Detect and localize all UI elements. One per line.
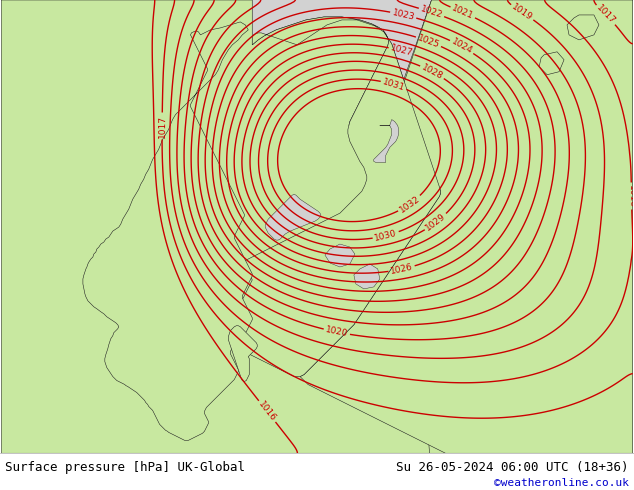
- Text: 1019: 1019: [510, 2, 534, 23]
- Text: 1017: 1017: [157, 115, 167, 138]
- Text: 1018: 1018: [627, 184, 634, 208]
- Polygon shape: [83, 22, 252, 441]
- Polygon shape: [224, 17, 441, 376]
- Polygon shape: [1, 0, 633, 453]
- Text: Su 26-05-2024 06:00 UTC (18+36): Su 26-05-2024 06:00 UTC (18+36): [396, 461, 629, 474]
- Text: 1030: 1030: [373, 228, 398, 243]
- Text: 1028: 1028: [420, 62, 444, 81]
- Text: 1020: 1020: [325, 325, 349, 339]
- Text: 1027: 1027: [389, 44, 414, 58]
- Polygon shape: [265, 194, 321, 240]
- Text: 1021: 1021: [451, 3, 475, 21]
- Text: ©weatheronline.co.uk: ©weatheronline.co.uk: [494, 478, 629, 489]
- Polygon shape: [300, 0, 633, 453]
- Text: 1017: 1017: [595, 3, 617, 26]
- Text: 1023: 1023: [391, 8, 415, 22]
- Polygon shape: [567, 15, 599, 40]
- Text: 1025: 1025: [417, 33, 441, 49]
- Polygon shape: [374, 120, 399, 162]
- Polygon shape: [228, 326, 257, 382]
- Polygon shape: [539, 52, 564, 74]
- Polygon shape: [354, 264, 380, 289]
- Text: 1016: 1016: [257, 399, 278, 423]
- Text: Surface pressure [hPa] UK-Global: Surface pressure [hPa] UK-Global: [5, 461, 245, 474]
- Text: 1022: 1022: [419, 4, 444, 20]
- Polygon shape: [325, 244, 355, 267]
- Text: 1024: 1024: [450, 37, 474, 56]
- Text: 1026: 1026: [389, 262, 414, 276]
- Text: 1032: 1032: [398, 194, 422, 214]
- Polygon shape: [300, 0, 633, 453]
- Text: 1031: 1031: [382, 77, 406, 93]
- Text: 1029: 1029: [424, 212, 448, 233]
